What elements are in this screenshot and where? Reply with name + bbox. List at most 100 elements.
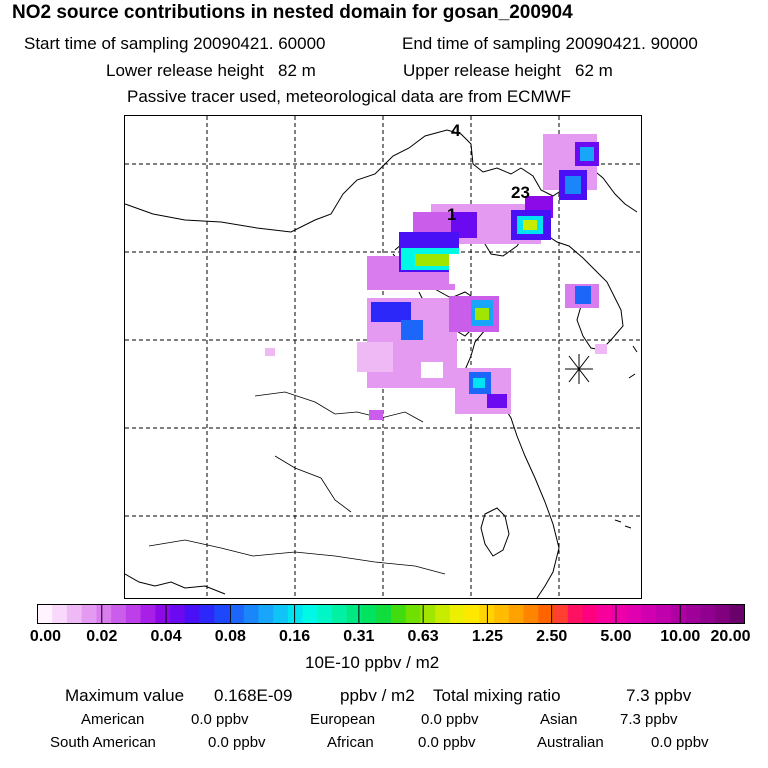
colorbar-cell	[597, 604, 613, 624]
start-time: Start time of sampling 20090421. 60000	[24, 34, 326, 54]
lower-release-height: Lower release height 82 m	[106, 61, 316, 81]
lower-release-label: Lower release height	[106, 61, 264, 80]
south-american-value: 0.0 ppbv	[208, 734, 266, 751]
trajectory-labels: 4 23 1	[447, 121, 530, 224]
colorbar-cell	[214, 604, 230, 624]
colorbar-cell	[317, 604, 333, 624]
receptor-marker	[565, 354, 593, 384]
south-american-label: South American	[50, 734, 156, 751]
colorbar-cell	[52, 604, 68, 624]
colorbar-cell	[273, 604, 289, 624]
colorbar-tick-label: 0.31	[343, 628, 375, 645]
colorbar-cell	[140, 604, 156, 624]
marker-label-1: 1	[447, 205, 456, 224]
max-value-unit: ppbv / m2	[340, 686, 415, 705]
colorbar-cell	[66, 604, 83, 624]
australian-label: Australian	[537, 734, 604, 751]
colorbar-tick-label: 0.16	[279, 628, 311, 645]
colorbar-cell	[626, 604, 642, 624]
end-time: End time of sampling 20090421. 90000	[402, 34, 698, 54]
colorbar-tick-label: 0.04	[150, 628, 182, 645]
colorbar-tick-label: 0.08	[214, 628, 246, 645]
colorbar-cell	[111, 604, 127, 624]
colorbar-cell	[199, 604, 215, 624]
colorbar-tick-label: 20.00	[710, 628, 751, 645]
colorbar-cell	[81, 604, 97, 624]
colorbar-cell	[420, 604, 436, 624]
colorbar-tick-label: 2.50	[536, 628, 568, 645]
colorbar-cell	[508, 604, 524, 624]
colorbar-cell	[287, 604, 304, 624]
colorbar-cell	[435, 604, 451, 624]
colorbar-cell	[332, 604, 348, 624]
colorbar-cell	[302, 604, 318, 624]
colorbar-cell	[96, 604, 112, 624]
european-label: European	[310, 711, 376, 728]
upper-release-label: Upper release height	[403, 61, 561, 80]
african-value: 0.0 ppbv	[418, 734, 476, 751]
colorbar-cell	[582, 604, 598, 624]
european-value: 0.0 ppbv	[421, 711, 479, 728]
max-value: 0.168E-09	[214, 686, 293, 705]
province-borders	[148, 391, 446, 575]
colorbar-cell	[170, 604, 186, 624]
colorbar	[37, 604, 745, 624]
map-svg: 4 23 1	[124, 116, 641, 599]
colorbar-tick-label: 1.25	[471, 628, 503, 645]
colorbar-cell	[243, 604, 259, 624]
colorbar-cell	[611, 604, 628, 624]
colorbar-cell	[715, 604, 731, 624]
lower-release-value: 82 m	[278, 61, 316, 80]
colorbar-tick-label: 10.00	[660, 628, 701, 645]
american-label: American	[81, 711, 145, 728]
marker-label-4: 4	[451, 121, 461, 140]
colorbar-cell	[361, 604, 377, 624]
max-value-label: Maximum value	[65, 686, 185, 705]
upper-release-value: 62 m	[575, 61, 613, 80]
total-mixing-ratio-label: Total mixing ratio	[433, 686, 561, 705]
colorbar-cell	[494, 604, 510, 624]
colorbar-cell	[184, 604, 200, 624]
colorbar-tick-label: 0.63	[407, 628, 439, 645]
colorbar-cell	[405, 604, 421, 624]
colorbar-tick-label: 0.00	[29, 628, 62, 645]
colorbar-cell	[155, 604, 171, 624]
colorbar-cell	[700, 604, 716, 624]
colorbar-cell	[523, 604, 539, 624]
colorbar-cell	[553, 604, 569, 624]
concentration-field	[265, 134, 607, 420]
end-time-label: End time of sampling	[402, 34, 561, 53]
colorbar-cell	[464, 604, 480, 624]
colorbar-cell	[449, 604, 466, 624]
colorbar-cell	[729, 604, 745, 624]
african-label: African	[327, 734, 374, 751]
asian-label: Asian	[540, 711, 578, 728]
colorbar-cell	[685, 604, 701, 624]
colorbar-cell	[346, 604, 362, 624]
asian-value: 7.3 ppbv	[620, 711, 678, 728]
marker-label-23: 23	[511, 183, 530, 202]
total-mixing-ratio-value: 7.3 ppbv	[626, 686, 692, 705]
upper-release-height: Upper release height 62 m	[403, 61, 613, 81]
colorbar-cell	[258, 604, 274, 624]
australian-value: 0.0 ppbv	[651, 734, 709, 751]
end-time-value: 20090421. 90000	[565, 34, 698, 53]
colorbar-cell	[376, 604, 392, 624]
colorbar-cell	[567, 604, 583, 624]
plot-title: NO2 source contributions in nested domai…	[12, 2, 573, 23]
start-time-value: 20090421. 60000	[193, 34, 326, 53]
model-note: Passive tracer used, meteorological data…	[127, 87, 572, 106]
colorbar-cell	[538, 604, 554, 624]
colorbar-cell	[656, 604, 672, 624]
colorbar-cell	[125, 604, 142, 624]
colorbar-cell	[391, 604, 407, 624]
map-panel: 4 23 1	[124, 115, 642, 599]
colorbar-unit: 10E-10 ppbv / m2	[305, 653, 440, 672]
colorbar-cell	[670, 604, 686, 624]
american-value: 0.0 ppbv	[191, 711, 249, 728]
colorbar-cell	[37, 604, 53, 624]
colorbar-tick-label: 0.02	[86, 628, 118, 645]
colorbar-cell	[228, 604, 245, 624]
start-time-label: Start time of sampling	[24, 34, 189, 53]
colorbar-tick-label: 5.00	[600, 628, 632, 645]
